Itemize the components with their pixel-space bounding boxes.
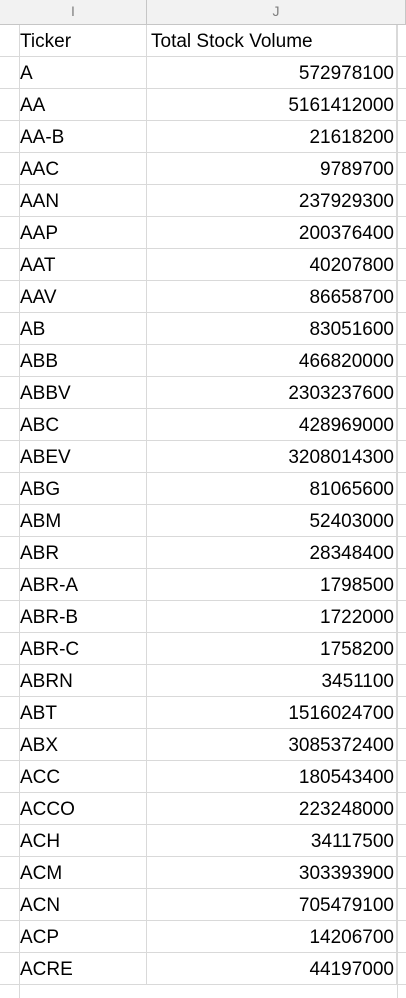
volume-cell[interactable]: 705479100 — [147, 889, 397, 920]
volume-cell[interactable]: 237929300 — [147, 185, 397, 216]
volume-cell[interactable]: 1798500 — [147, 569, 397, 600]
volume-cell[interactable]: 1758200 — [147, 633, 397, 664]
column-divider-right — [397, 25, 398, 998]
volume-cell[interactable]: 81065600 — [147, 473, 397, 504]
volume-cell[interactable]: 34117500 — [147, 825, 397, 856]
column-header-i[interactable]: I — [0, 0, 147, 25]
table-row: ABT 1516024700 — [0, 697, 406, 729]
ticker-cell[interactable]: ACCO — [0, 793, 147, 824]
volume-cell[interactable]: 572978100 — [147, 57, 397, 88]
header-row: Ticker Total Stock Volume — [0, 25, 406, 57]
volume-cell[interactable]: 3085372400 — [147, 729, 397, 760]
volume-cell[interactable]: 83051600 — [147, 313, 397, 344]
table-row: AA 5161412000 — [0, 89, 406, 121]
volume-cell[interactable]: 5161412000 — [147, 89, 397, 120]
table-row: ABBV 2303237600 — [0, 377, 406, 409]
table-row: ACH 34117500 — [0, 825, 406, 857]
table-row: ABRN 3451100 — [0, 665, 406, 697]
ticker-cell[interactable]: ABM — [0, 505, 147, 536]
ticker-cell[interactable]: ABB — [0, 345, 147, 376]
ticker-cell[interactable]: AAC — [0, 153, 147, 184]
volume-cell[interactable]: 21618200 — [147, 121, 397, 152]
table-row: ABR-B 1722000 — [0, 601, 406, 633]
ticker-cell[interactable]: ACC — [0, 761, 147, 792]
ticker-cell[interactable]: ABX — [0, 729, 147, 760]
table-row: ACP 14206700 — [0, 921, 406, 953]
ticker-cell[interactable]: ABG — [0, 473, 147, 504]
volume-cell[interactable]: 223248000 — [147, 793, 397, 824]
ticker-cell[interactable]: ACP — [0, 921, 147, 952]
volume-cell[interactable]: 2303237600 — [147, 377, 397, 408]
volume-cell[interactable]: 1516024700 — [147, 697, 397, 728]
table-row: AAN 237929300 — [0, 185, 406, 217]
ticker-cell[interactable]: AAT — [0, 249, 147, 280]
volume-cell[interactable]: 40207800 — [147, 249, 397, 280]
ticker-cell[interactable]: ABR-C — [0, 633, 147, 664]
table-row: ACCO 223248000 — [0, 793, 406, 825]
ticker-cell[interactable]: AA — [0, 89, 147, 120]
ticker-cell[interactable]: ABBV — [0, 377, 147, 408]
header-cell-volume[interactable]: Total Stock Volume — [147, 25, 397, 56]
table-row: ABM 52403000 — [0, 505, 406, 537]
table-row: ABC 428969000 — [0, 409, 406, 441]
table-row: ACC 180543400 — [0, 761, 406, 793]
volume-cell[interactable]: 3451100 — [147, 665, 397, 696]
ticker-cell[interactable]: ABR-A — [0, 569, 147, 600]
ticker-cell[interactable]: AAP — [0, 217, 147, 248]
table-row: AAV 86658700 — [0, 281, 406, 313]
ticker-cell[interactable]: AA-B — [0, 121, 147, 152]
volume-cell[interactable]: 28348400 — [147, 537, 397, 568]
table-row: ABR-A 1798500 — [0, 569, 406, 601]
ticker-cell[interactable]: ACN — [0, 889, 147, 920]
table-row: AAT 40207800 — [0, 249, 406, 281]
ticker-cell[interactable]: ACH — [0, 825, 147, 856]
header-cell-ticker[interactable]: Ticker — [0, 25, 147, 56]
table-row: ACM 303393900 — [0, 857, 406, 889]
table-row: AA-B 21618200 — [0, 121, 406, 153]
ticker-cell[interactable]: ABR — [0, 537, 147, 568]
volume-cell[interactable]: 1722000 — [147, 601, 397, 632]
table-row: AB 83051600 — [0, 313, 406, 345]
volume-cell[interactable]: 200376400 — [147, 217, 397, 248]
volume-cell[interactable]: 303393900 — [147, 857, 397, 888]
volume-cell[interactable]: 428969000 — [147, 409, 397, 440]
table-row: ACN 705479100 — [0, 889, 406, 921]
ticker-cell[interactable]: AAN — [0, 185, 147, 216]
ticker-cell[interactable]: ABC — [0, 409, 147, 440]
volume-cell[interactable]: 86658700 — [147, 281, 397, 312]
ticker-cell[interactable]: ABT — [0, 697, 147, 728]
table-row: A 572978100 — [0, 57, 406, 89]
table-row: ABR 28348400 — [0, 537, 406, 569]
ticker-cell[interactable]: A — [0, 57, 147, 88]
ticker-cell[interactable]: AAV — [0, 281, 147, 312]
ticker-cell[interactable]: ACM — [0, 857, 147, 888]
volume-cell[interactable]: 44197000 — [147, 953, 397, 984]
table-row: ACRE 44197000 — [0, 953, 406, 985]
table-row: AAC 9789700 — [0, 153, 406, 185]
sheet-rows: Ticker Total Stock Volume A 572978100 AA 51… — [0, 25, 406, 985]
table-row: ABEV 3208014300 — [0, 441, 406, 473]
ticker-cell[interactable]: AB — [0, 313, 147, 344]
volume-cell[interactable]: 14206700 — [147, 921, 397, 952]
ticker-cell[interactable]: ABRN — [0, 665, 147, 696]
ticker-cell[interactable]: ABR-B — [0, 601, 147, 632]
volume-cell[interactable]: 3208014300 — [147, 441, 397, 472]
column-divider-left — [19, 25, 20, 998]
ticker-cell[interactable]: ABEV — [0, 441, 147, 472]
column-header-bar: I J — [0, 0, 406, 25]
table-row: AAP 200376400 — [0, 217, 406, 249]
column-header-j[interactable]: J — [147, 0, 406, 25]
table-row: ABX 3085372400 — [0, 729, 406, 761]
table-row: ABR-C 1758200 — [0, 633, 406, 665]
volume-cell[interactable]: 180543400 — [147, 761, 397, 792]
volume-cell[interactable]: 52403000 — [147, 505, 397, 536]
table-row: ABB 466820000 — [0, 345, 406, 377]
table-row: ABG 81065600 — [0, 473, 406, 505]
ticker-cell[interactable]: ACRE — [0, 953, 147, 984]
volume-cell[interactable]: 9789700 — [147, 153, 397, 184]
volume-cell[interactable]: 466820000 — [147, 345, 397, 376]
